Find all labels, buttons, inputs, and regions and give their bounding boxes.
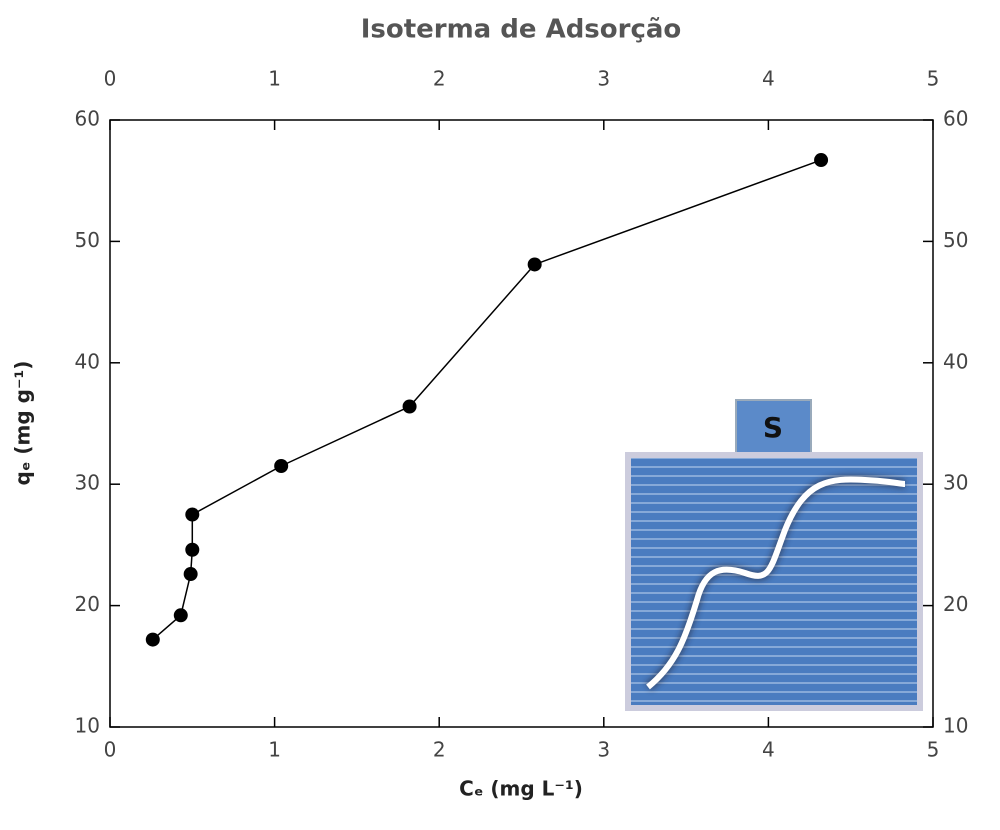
data-point [185, 508, 199, 522]
inset-label: S [763, 411, 783, 444]
x-tick-label: 2 [433, 738, 446, 762]
y-tick-label-right: 20 [943, 592, 968, 616]
y-tick-label: 20 [75, 592, 100, 616]
inset: S [110, 120, 933, 727]
x-tick-label-top: 2 [433, 67, 446, 91]
y-tick-label: 30 [75, 471, 100, 495]
y-tick-label-right: 30 [943, 471, 968, 495]
inset-box [628, 455, 920, 708]
x-tick-label: 4 [762, 738, 775, 762]
x-tick-label: 3 [597, 738, 610, 762]
y-tick-label: 60 [75, 107, 100, 131]
x-tick-label-top: 0 [104, 67, 117, 91]
x-tick-label-top: 5 [927, 67, 940, 91]
x-axis-label: Cₑ (mg L⁻¹) [459, 777, 583, 801]
data-point [185, 543, 199, 557]
data-point [814, 153, 828, 167]
y-tick-label-right: 40 [943, 349, 968, 373]
y-axis-label: qₑ (mg g⁻¹) [11, 361, 35, 486]
data-point [184, 567, 198, 581]
x-tick-label: 0 [104, 738, 117, 762]
data-point [146, 633, 160, 647]
x-tick-label: 1 [268, 738, 281, 762]
x-tick-label: 5 [927, 738, 940, 762]
y-tick-label: 40 [75, 349, 100, 373]
y-tick-label-right: 50 [943, 228, 968, 252]
y-tick-label: 50 [75, 228, 100, 252]
data-point [403, 400, 417, 414]
data-point [274, 459, 288, 473]
y-tick-label: 10 [75, 714, 100, 738]
x-tick-label-top: 1 [268, 67, 281, 91]
data-point [174, 608, 188, 622]
y-tick-label-right: 10 [943, 714, 968, 738]
chart-title: Isoterma de Adsorção [361, 15, 682, 45]
x-tick-label-top: 3 [597, 67, 610, 91]
y-tick-label-right: 60 [943, 107, 968, 131]
data-point [528, 257, 542, 271]
x-tick-label-top: 4 [762, 67, 775, 91]
chart: Isoterma de Adsorção Cₑ (mg L⁻¹) qₑ (mg … [0, 0, 1000, 830]
